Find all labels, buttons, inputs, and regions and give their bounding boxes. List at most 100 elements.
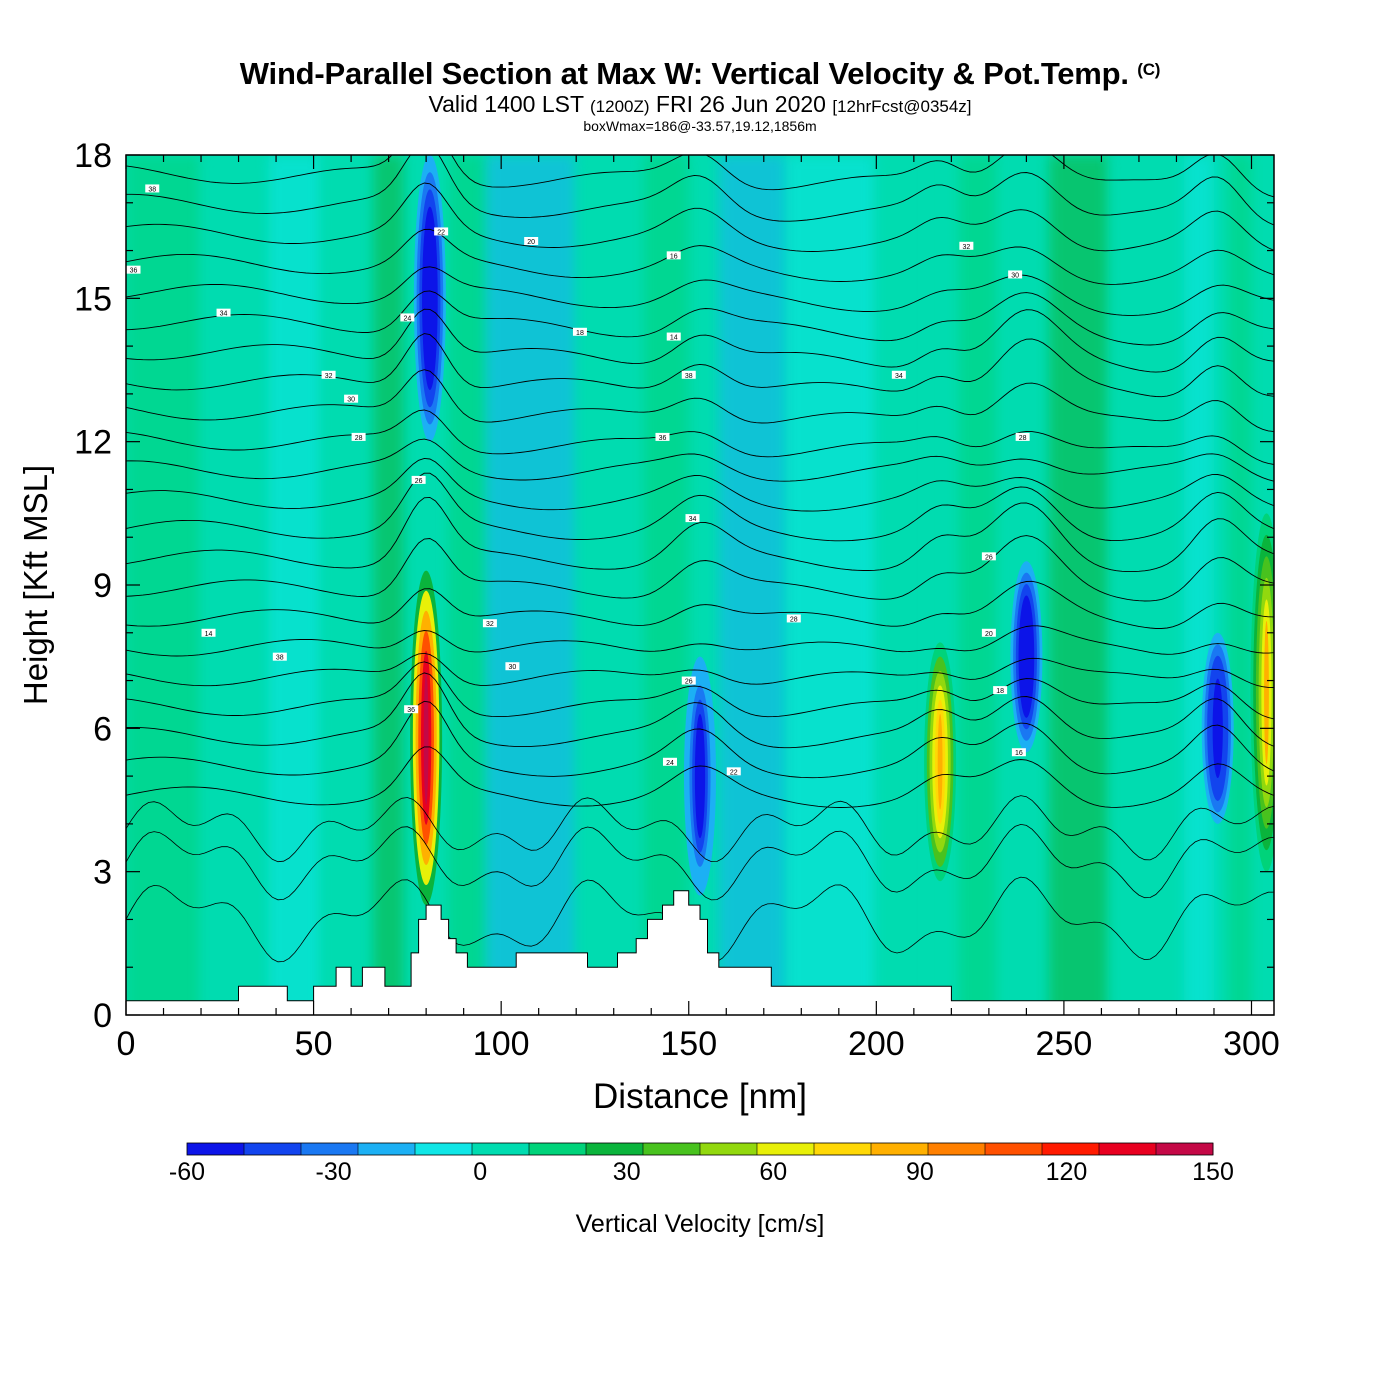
contour-label: 34 bbox=[216, 308, 231, 318]
contour-label-box bbox=[411, 475, 426, 484]
contour-label-text: 36 bbox=[659, 435, 667, 442]
y-tick-label: 3 bbox=[93, 854, 112, 892]
contour-label-text: 32 bbox=[325, 373, 333, 380]
isentrope-line bbox=[126, 457, 1274, 512]
colorbar-swatch bbox=[1042, 1143, 1100, 1155]
isentrope-line bbox=[126, 652, 1274, 688]
contour-label-text: 32 bbox=[962, 244, 970, 251]
contour-label-text: 22 bbox=[730, 769, 738, 776]
contour-label-box bbox=[666, 251, 681, 260]
contour-label: 36 bbox=[404, 705, 419, 714]
colorbar-tick-label: -30 bbox=[316, 1158, 352, 1186]
contour-label: 38 bbox=[145, 184, 160, 193]
isentrope-line bbox=[126, 266, 1274, 316]
isentrope-line bbox=[126, 795, 1274, 863]
contour-label-text: 14 bbox=[205, 631, 213, 638]
colorbar: -60 -30 0 30 60 90 120 150 bbox=[169, 1142, 1234, 1186]
contour-label: 36 bbox=[126, 265, 141, 275]
velocity-band bbox=[1228, 155, 1252, 1015]
chart-title: Wind-Parallel Section at Max W: Vertical… bbox=[239, 56, 1161, 91]
contour-label-text: 20 bbox=[985, 631, 993, 638]
chart-boxinfo: boxWmax=186@-33.57,19.12,1856m bbox=[583, 118, 817, 134]
velocity-core bbox=[1212, 678, 1223, 779]
colorbar-label: Vertical Velocity [cm/s] bbox=[576, 1210, 825, 1238]
contour-label: 28 bbox=[786, 614, 801, 623]
velocity-core bbox=[937, 714, 943, 810]
colorbar-swatch bbox=[358, 1143, 416, 1155]
contour-label-box bbox=[572, 327, 587, 336]
contour-label-box bbox=[981, 628, 996, 637]
isentrope-line bbox=[126, 661, 1274, 720]
contour-label: 32 bbox=[482, 619, 497, 628]
colorbar-swatch bbox=[643, 1143, 701, 1155]
contour-label: 28 bbox=[1015, 432, 1030, 442]
contour-label-text: 36 bbox=[407, 707, 415, 714]
isentrope-line bbox=[126, 228, 1274, 285]
contour-label: 34 bbox=[685, 514, 700, 523]
contour-label-box bbox=[891, 370, 906, 379]
velocity-field bbox=[126, 155, 1274, 1015]
isentrope-line bbox=[126, 438, 1274, 482]
contour-label-box bbox=[681, 370, 696, 379]
colorbar-swatch bbox=[586, 1143, 644, 1155]
contour-label-box bbox=[959, 241, 974, 250]
contour-label-text: 20 bbox=[527, 239, 535, 246]
isentrope-line bbox=[126, 535, 1274, 602]
isentrope-line bbox=[126, 308, 1274, 373]
colorbar-swatch bbox=[301, 1143, 359, 1155]
colorbar-swatch bbox=[928, 1143, 986, 1155]
velocity-band bbox=[786, 155, 877, 1015]
colorbar-tick-label: 90 bbox=[906, 1158, 934, 1186]
isentrope-line bbox=[126, 472, 1274, 542]
y-tick-label: 0 bbox=[93, 997, 112, 1035]
velocity-band bbox=[448, 155, 487, 1015]
contour-label: 14 bbox=[666, 332, 681, 342]
contour-label-box bbox=[655, 432, 670, 441]
y-tick-label: 6 bbox=[93, 710, 112, 748]
contour-label-text: 28 bbox=[790, 616, 798, 623]
colorbar-swatch bbox=[472, 1143, 530, 1155]
contour-label-box bbox=[505, 662, 520, 671]
contour-label-text: 38 bbox=[148, 186, 156, 193]
contour-label-text: 22 bbox=[437, 229, 445, 236]
velocity-band bbox=[958, 155, 997, 1015]
contour-label-text: 24 bbox=[403, 315, 411, 322]
contour-label-text: 34 bbox=[895, 373, 903, 380]
colorbar-swatch bbox=[871, 1143, 929, 1155]
contour-label-box bbox=[662, 757, 677, 766]
contour-label: 18 bbox=[993, 686, 1008, 695]
contour-label-text: 34 bbox=[689, 516, 697, 523]
y-tick-label: 9 bbox=[93, 567, 112, 605]
colorbar-swatch bbox=[244, 1143, 302, 1155]
contour-label: 32 bbox=[321, 370, 336, 380]
contour-label: 22 bbox=[726, 767, 741, 776]
contour-label: 26 bbox=[411, 475, 426, 485]
colorbar-swatch bbox=[985, 1143, 1043, 1155]
contour-label-box bbox=[681, 676, 696, 685]
contour-label: 30 bbox=[344, 394, 359, 404]
isentrope-line bbox=[126, 580, 1274, 629]
contour-label: 38 bbox=[272, 652, 287, 662]
contour-label-box bbox=[400, 313, 415, 322]
contour-label: 34 bbox=[891, 370, 906, 380]
y-axis-label: Height [Kft MSL] bbox=[17, 465, 54, 705]
contour-label: 28 bbox=[351, 432, 366, 442]
contour-label-text: 18 bbox=[996, 688, 1004, 695]
x-axis-label: Distance [nm] bbox=[593, 1077, 807, 1116]
colorbar-tick-label: 150 bbox=[1192, 1158, 1234, 1186]
colorbar-tick-label: 0 bbox=[473, 1158, 487, 1186]
contour-label-text: 26 bbox=[985, 554, 993, 561]
contour-label-text: 30 bbox=[1011, 272, 1019, 279]
contour-label-box bbox=[1015, 432, 1030, 441]
contour-label: 30 bbox=[1008, 270, 1023, 279]
contour-label: 16 bbox=[666, 251, 681, 260]
contour-label-box bbox=[404, 705, 419, 714]
contour-label: 38 bbox=[681, 370, 696, 380]
contour-label: 36 bbox=[655, 432, 670, 442]
isentrope-line bbox=[126, 672, 1274, 749]
colorbar-swatch bbox=[187, 1143, 245, 1155]
isentrope-line bbox=[126, 700, 1274, 779]
contour-label: 20 bbox=[524, 237, 539, 246]
contour-label-text: 26 bbox=[415, 478, 423, 485]
